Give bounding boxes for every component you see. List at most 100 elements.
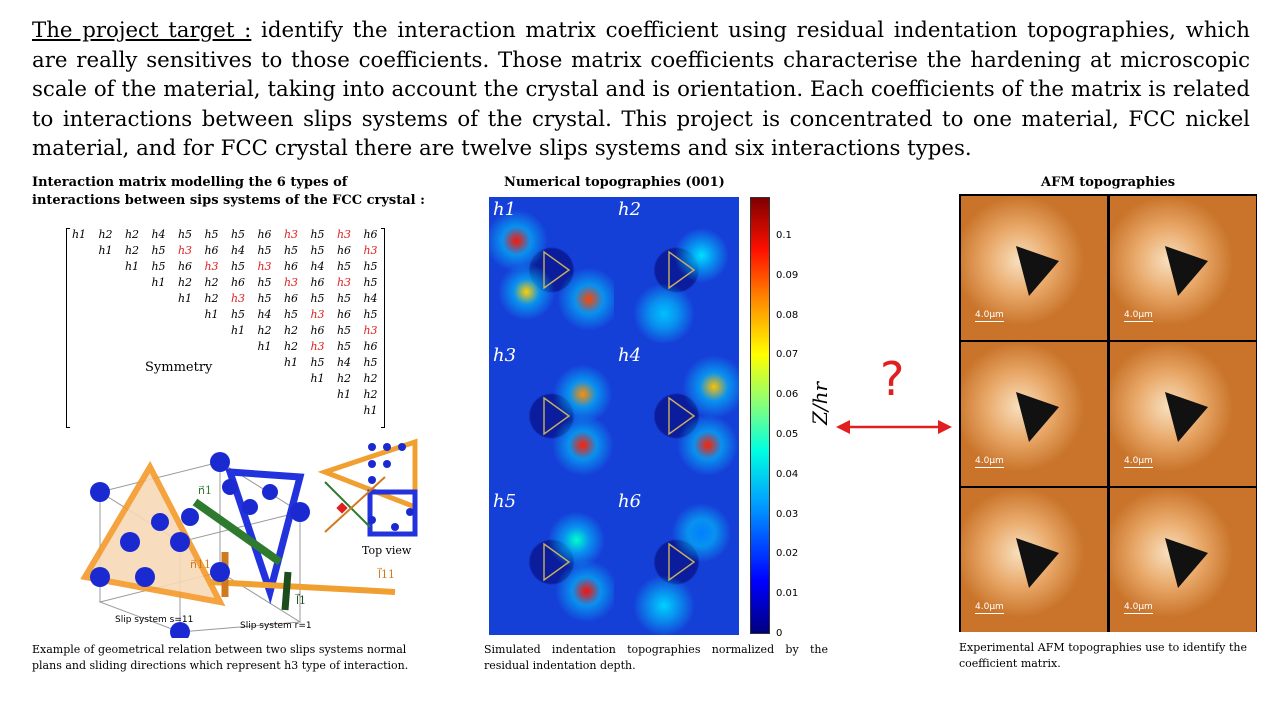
matrix-cell: h5 — [257, 244, 272, 257]
matrix-cell: h2 — [98, 228, 113, 241]
afm-scale-bar: 4.0μm — [1124, 602, 1153, 614]
matrix-cell: h5 — [283, 244, 299, 257]
matrix-cell: h1 — [177, 292, 193, 305]
afm-heading: AFM topographies — [1041, 175, 1176, 190]
matrix-cell: h5 — [230, 260, 246, 273]
numerical-panel-label: h2 — [618, 199, 642, 220]
matrix-cell: h4 — [151, 228, 166, 241]
colorbar-tick: 0.04 — [776, 468, 799, 480]
numerical-caption: Simulated indentation topographies norma… — [484, 643, 828, 672]
question-mark: ? — [880, 352, 905, 406]
indenter-triangle — [668, 250, 696, 290]
normal-n1-arrow — [192, 498, 283, 566]
afm-topographies-grid: 4.0μm 4.0μm 4.0μm 4.0μm 4.0μm 4.0μm — [959, 194, 1257, 632]
matrix-cell: h2 — [363, 372, 378, 385]
crystal-figure: n⃗1 n⃗11 l⃗1 l⃗11 Slip system s=11 Slip … — [80, 438, 418, 638]
interaction-matrix: h1 h2 h2 h4 h5 h5 h5 h6 h3 h5 h3 h6 h1 h2 h5 h3 h6 h4 h5 h5… — [66, 228, 386, 428]
matrix-cell: h5 — [204, 228, 219, 241]
numerical-panel: h1 — [489, 197, 614, 343]
matrix-cell: h3 — [177, 244, 193, 257]
numerical-panel-label: h5 — [493, 491, 517, 512]
matrix-cell: h1 — [124, 260, 140, 273]
matrix-cell: h1 — [71, 228, 87, 241]
matrix-cell: h6 — [363, 228, 378, 241]
matrix-cell: h6 — [283, 260, 299, 273]
matrix-cell: h5 — [363, 308, 378, 321]
colorbar-tick: 0.03 — [776, 508, 799, 520]
colorbar-tick: 0.06 — [776, 389, 799, 401]
matrix-cell: h5 — [336, 324, 352, 337]
matrix-cell: h1 — [283, 356, 299, 369]
matrix-cell: h5 — [230, 308, 246, 321]
label-slip-s11: Slip system s=11 — [115, 615, 193, 625]
matrix-cell: h4 — [257, 308, 272, 321]
matrix-cell: h5 — [151, 244, 166, 257]
matrix-cell: h3 — [336, 228, 352, 241]
matrix-cell: h4 — [336, 356, 352, 369]
colorbar-tick: 0.02 — [776, 548, 799, 560]
matrix-bracket-right — [381, 228, 385, 428]
afm-panel: 4.0μm — [961, 196, 1107, 340]
matrix-cell: h2 — [283, 340, 299, 353]
matrix-cell: h3 — [363, 324, 378, 337]
colorbar — [750, 197, 770, 634]
matrix-cell: h2 — [204, 292, 219, 305]
indent-imprint — [1165, 538, 1208, 588]
indenter-triangle — [543, 396, 571, 436]
matrix-cell: h1 — [257, 340, 272, 353]
matrix-cell: h1 — [230, 324, 246, 337]
colorbar-tick: 0.09 — [776, 269, 799, 281]
colorbar-tick: 0.05 — [776, 429, 799, 440]
matrix-cell: h2 — [204, 276, 219, 289]
matrix-cell: h1 — [336, 388, 352, 401]
matrix-cell: h5 — [336, 340, 352, 353]
matrix-cell: h5 — [283, 308, 299, 321]
afm-caption: Experimental AFM topographies use to ide… — [959, 641, 1247, 670]
matrix-cell: h3 — [204, 260, 219, 273]
matrix-cell: h4 — [363, 292, 378, 305]
label-l11: l⃗11 — [376, 567, 395, 581]
matrix-cell: h1 — [363, 404, 378, 417]
matrix-symmetry-label: Symmetry — [145, 360, 213, 375]
afm-scale-bar: 4.0μm — [1124, 310, 1153, 322]
matrix-cell: h6 — [363, 340, 378, 353]
matrix-cell: h3 — [310, 308, 325, 321]
colorbar-tick: 0.07 — [776, 349, 799, 361]
numerical-panel: h4 — [614, 343, 739, 489]
intro-label: The project target : — [32, 18, 252, 43]
indent-imprint — [1165, 392, 1208, 442]
indent-imprint — [1165, 246, 1208, 296]
matrix-cell: h3 — [283, 228, 299, 241]
matrix-cell: h3 — [257, 260, 272, 273]
label-l1: l⃗1 — [294, 593, 306, 607]
matrix-cell: h5 — [336, 260, 352, 273]
numerical-panel: h3 — [489, 343, 614, 489]
numerical-panel: h5 — [489, 489, 614, 635]
matrix-cell: h5 — [177, 228, 193, 241]
matrix-cell: h6 — [204, 244, 219, 257]
matrix-cell: h5 — [310, 292, 325, 305]
afm-panel: 4.0μm — [1110, 342, 1256, 486]
intro-paragraph: The project target : identify the intera… — [32, 16, 1250, 164]
numerical-panel: h6 — [614, 489, 739, 635]
matrix-bracket-left — [66, 228, 70, 428]
matrix-cell: h5 — [230, 228, 246, 241]
indent-imprint — [1016, 392, 1059, 442]
numerical-panel-label: h3 — [493, 345, 517, 366]
colorbar-tick: 0.1 — [776, 230, 792, 241]
afm-scale-bar: 4.0μm — [1124, 456, 1153, 468]
matrix-cell: h6 — [310, 324, 325, 337]
afm-panel: 4.0μm — [961, 342, 1107, 486]
afm-panel: 4.0μm — [1110, 196, 1256, 340]
indenter-triangle — [668, 396, 696, 436]
afm-panel: 4.0μm — [1110, 488, 1256, 632]
slip-plane-1 — [225, 468, 305, 605]
matrix-cell: h3 — [363, 244, 378, 257]
label-n11: n⃗11 — [190, 558, 211, 571]
label-top-view: Top view — [362, 544, 412, 557]
atom-spheres — [90, 452, 310, 638]
label-slip-r1: Slip system r=1 — [240, 621, 312, 631]
matrix-cell: h4 — [310, 260, 325, 273]
label-n1: n⃗1 — [198, 484, 212, 497]
afm-scale-bar: 4.0μm — [975, 310, 1004, 322]
